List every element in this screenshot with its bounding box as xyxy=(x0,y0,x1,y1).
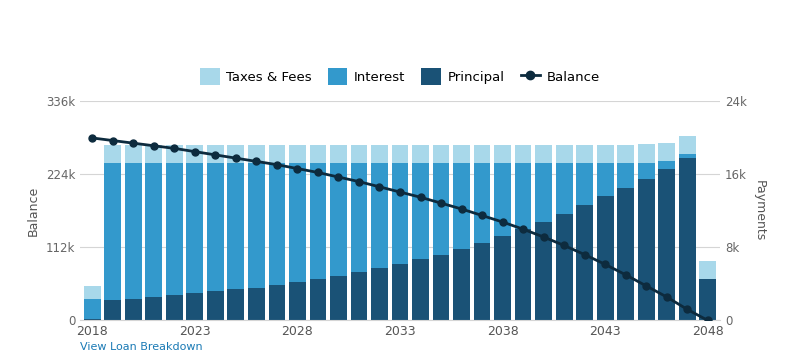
Bar xyxy=(412,259,429,320)
Bar xyxy=(618,163,634,188)
Bar xyxy=(269,285,286,320)
Bar xyxy=(289,145,306,163)
Bar xyxy=(391,264,409,320)
Bar xyxy=(105,145,122,163)
Bar xyxy=(474,243,490,320)
Text: View Loan Breakdown: View Loan Breakdown xyxy=(80,342,202,352)
Bar xyxy=(350,163,367,272)
Bar xyxy=(678,158,695,320)
Bar xyxy=(371,268,388,320)
Bar xyxy=(227,289,244,320)
Bar xyxy=(412,163,429,259)
Bar xyxy=(350,145,367,163)
Bar xyxy=(186,145,203,163)
Bar xyxy=(576,145,593,163)
Bar xyxy=(248,163,265,288)
Legend: Taxes & Fees, Interest, Principal, Balance: Taxes & Fees, Interest, Principal, Balan… xyxy=(194,63,606,90)
Bar xyxy=(514,145,531,163)
Bar xyxy=(166,163,182,295)
Bar xyxy=(576,163,593,205)
Bar xyxy=(514,163,531,229)
Bar xyxy=(207,145,224,163)
Bar xyxy=(678,155,695,158)
Bar xyxy=(330,145,347,163)
Bar xyxy=(227,145,244,163)
Bar xyxy=(146,145,162,163)
Bar xyxy=(84,319,101,320)
Bar xyxy=(269,145,286,163)
Bar xyxy=(248,288,265,320)
Bar xyxy=(453,145,470,163)
Bar xyxy=(125,163,142,298)
Bar xyxy=(638,179,654,320)
Y-axis label: Payments: Payments xyxy=(753,180,766,242)
Bar xyxy=(105,300,122,320)
Bar xyxy=(146,297,162,320)
Bar xyxy=(146,163,162,297)
Bar xyxy=(186,163,203,293)
Bar xyxy=(310,279,326,320)
Bar xyxy=(310,163,326,279)
Bar xyxy=(371,163,388,268)
Bar xyxy=(556,214,573,320)
Bar xyxy=(638,144,654,163)
Bar xyxy=(330,163,347,276)
Bar xyxy=(433,163,450,255)
Bar xyxy=(371,145,388,163)
Text: Your Mortgage Payment Information: Your Mortgage Payment Information xyxy=(229,19,571,37)
Bar xyxy=(166,295,182,320)
Bar xyxy=(597,197,614,320)
Bar xyxy=(678,136,695,155)
Bar xyxy=(658,142,675,161)
Bar xyxy=(658,161,675,169)
Bar xyxy=(514,229,531,320)
Bar xyxy=(186,293,203,320)
Bar xyxy=(535,163,552,222)
Bar xyxy=(412,145,429,163)
Bar xyxy=(453,249,470,320)
Bar xyxy=(350,272,367,320)
Bar xyxy=(453,163,470,249)
Bar xyxy=(125,298,142,320)
Bar xyxy=(391,145,409,163)
Bar xyxy=(330,276,347,320)
Bar xyxy=(84,286,101,298)
Bar xyxy=(699,261,716,279)
Bar xyxy=(597,145,614,163)
Bar xyxy=(494,145,511,163)
Bar xyxy=(289,163,306,282)
Bar xyxy=(433,145,450,163)
Bar xyxy=(494,236,511,320)
Bar xyxy=(494,163,511,236)
Bar xyxy=(638,163,654,179)
Bar xyxy=(658,169,675,320)
Bar xyxy=(618,145,634,163)
Bar xyxy=(597,163,614,197)
Bar xyxy=(474,145,490,163)
Y-axis label: Balance: Balance xyxy=(27,186,40,236)
Bar xyxy=(474,163,490,243)
Bar xyxy=(556,163,573,214)
Bar xyxy=(576,205,593,320)
Bar xyxy=(433,255,450,320)
Bar xyxy=(207,163,224,291)
Bar xyxy=(166,145,182,163)
Bar xyxy=(289,282,306,320)
Bar xyxy=(556,145,573,163)
Bar xyxy=(269,163,286,285)
Bar xyxy=(618,188,634,320)
Bar xyxy=(391,163,409,264)
Bar xyxy=(699,279,716,320)
Bar xyxy=(535,145,552,163)
Bar xyxy=(84,298,101,319)
Bar xyxy=(535,222,552,320)
Bar xyxy=(310,145,326,163)
Bar xyxy=(248,145,265,163)
Bar xyxy=(105,163,122,300)
Bar xyxy=(207,291,224,320)
Bar xyxy=(227,163,244,289)
Bar xyxy=(125,145,142,163)
